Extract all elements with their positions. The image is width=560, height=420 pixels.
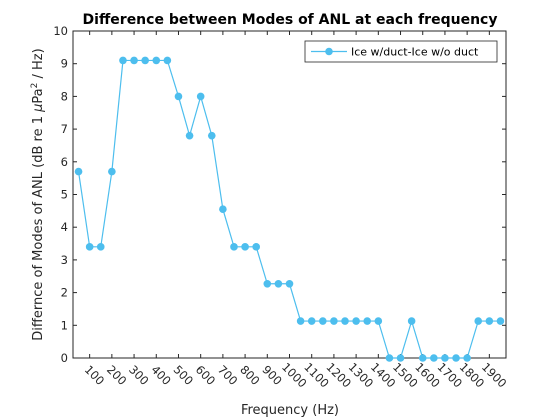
data-point	[396, 354, 405, 362]
y-tick-label: 4	[61, 220, 68, 234]
y-tick-label: 9	[61, 57, 68, 71]
data-point	[230, 243, 238, 251]
data-point	[307, 317, 316, 325]
x-tick-label: 1800	[457, 360, 488, 391]
x-tick-label: 1600	[412, 360, 443, 391]
x-tick-label: 200	[104, 362, 129, 387]
data-point	[407, 317, 416, 325]
x-tick-label: 800	[237, 362, 262, 387]
y-tick-label: 8	[61, 89, 68, 103]
x-tick-label: 1200	[323, 360, 354, 391]
data-point	[363, 317, 372, 325]
y-tick-label: 1	[61, 318, 68, 332]
data-point	[352, 317, 360, 325]
data-point	[152, 56, 161, 65]
legend-label: Ice w/duct-Ice w/o duct	[351, 46, 479, 59]
data-point	[274, 279, 283, 288]
data-point	[474, 317, 483, 325]
plot-area-frame	[72, 30, 507, 359]
data-point	[485, 317, 494, 325]
x-tick-label: 1500	[390, 360, 421, 391]
x-tick-label: 400	[148, 362, 173, 387]
data-point	[341, 317, 349, 325]
x-tick-label: 500	[171, 362, 196, 387]
data-point	[463, 354, 471, 362]
data-point	[252, 243, 260, 251]
data-point	[96, 243, 105, 251]
data-point	[141, 56, 149, 65]
data-point	[174, 92, 183, 101]
data-point	[385, 354, 394, 362]
data-point	[207, 131, 216, 140]
data-point	[85, 243, 94, 251]
data-point	[185, 131, 194, 140]
x-tick-label: 1100	[301, 360, 332, 391]
x-tick-label: 1000	[279, 360, 310, 391]
data-point	[74, 167, 83, 176]
x-tick-label: 100	[82, 362, 107, 387]
data-point	[219, 205, 227, 214]
x-axis-label: Frequency (Hz)	[241, 403, 339, 418]
y-tick-label: 7	[61, 122, 68, 136]
y-tick-label: 3	[61, 253, 68, 267]
data-point	[196, 92, 205, 101]
data-point	[496, 317, 505, 325]
x-tick-label: 1300	[346, 360, 377, 391]
data-point	[241, 243, 249, 251]
data-point	[374, 317, 383, 325]
data-point	[285, 279, 294, 288]
y-tick-label: 6	[61, 155, 68, 169]
data-point	[119, 56, 127, 65]
y-tick-label: 2	[61, 286, 68, 300]
y-axis-label: Differnce of Modes of ANL (dB re 1 μPa2 …	[30, 48, 46, 340]
legend-marker	[325, 47, 333, 56]
data-point	[108, 167, 116, 176]
x-tick-label: 900	[259, 362, 284, 387]
y-axis: 0 1 2 3 4 5 6 7 8 9 10	[53, 24, 506, 365]
x-tick-label: 1900	[479, 360, 510, 391]
data-point	[296, 317, 305, 325]
data-point	[319, 317, 327, 325]
x-tick-label: 1700	[434, 360, 465, 391]
data-point	[263, 279, 272, 288]
data-point	[418, 354, 427, 362]
data-point	[130, 56, 138, 65]
data-point	[430, 354, 438, 362]
x-tick-label: 1400	[368, 360, 399, 391]
data-point	[441, 354, 449, 362]
data-point	[330, 317, 338, 325]
x-tick-label: 700	[215, 362, 240, 387]
series-layer	[74, 56, 505, 362]
data-point	[163, 56, 172, 65]
data-point	[452, 354, 460, 362]
x-tick-label: 300	[126, 362, 151, 387]
chart-title: Difference between Modes of ANL at each …	[83, 12, 498, 28]
legend-box	[304, 40, 498, 63]
legend: Ice w/duct-Ice w/o duct	[304, 40, 498, 63]
y-tick-label: 10	[53, 24, 68, 38]
y-tick-label: 5	[61, 188, 68, 202]
x-tick-label: 600	[193, 362, 218, 387]
y-tick-label: 0	[61, 351, 68, 365]
